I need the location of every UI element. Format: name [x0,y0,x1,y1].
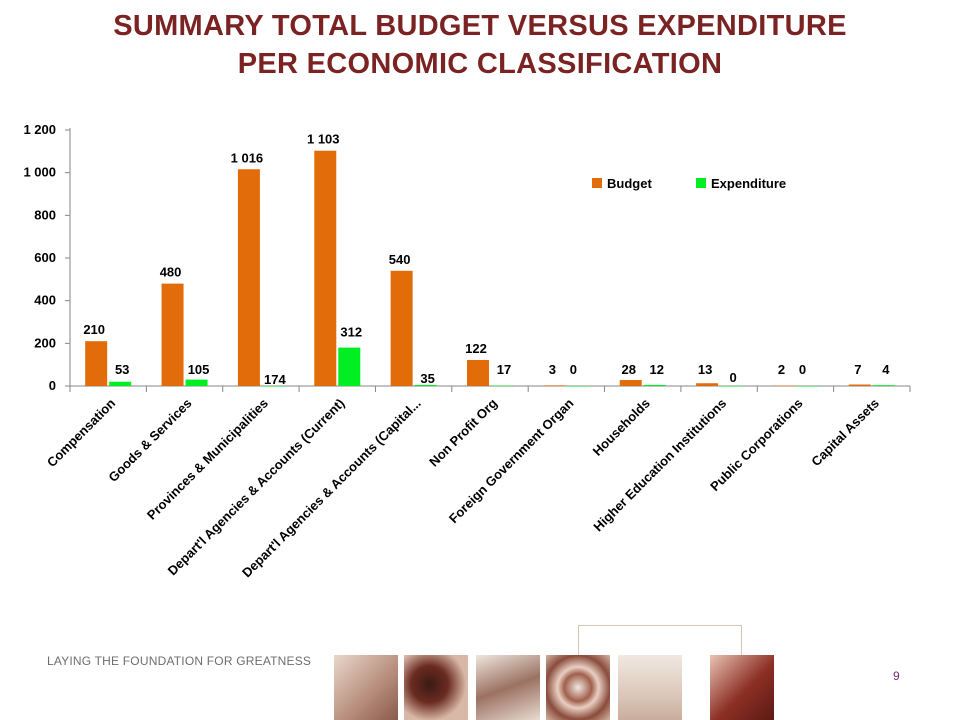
category-label: Foreign Government Organ [446,395,577,526]
data-label-budget: 2 [778,362,785,377]
data-label-expenditure: 0 [799,362,806,377]
bar-budget [161,283,184,386]
category-label: Compensation [44,395,118,469]
bar-expenditure [872,385,895,386]
data-label-budget: 3 [549,362,556,377]
category-label: Households [590,396,653,459]
bar-expenditure [567,386,590,387]
legend-label: Budget [607,176,652,191]
bar-expenditure [338,347,361,386]
footer-tagline: LAYING THE FOUNDATION FOR GREATNESS [47,654,312,668]
data-label-expenditure: 35 [420,371,434,386]
bar-expenditure [643,384,666,386]
chart-legend: Budget Expenditure [592,176,786,191]
category-label: Goods & Services [105,396,194,485]
bar-budget [390,270,413,386]
bar-budget [848,384,871,386]
data-label-expenditure: 174 [264,372,286,387]
data-label-budget: 540 [389,252,411,267]
data-label-budget: 1 016 [231,150,264,165]
bar-expenditure [261,386,284,387]
category-label: Higher Education Institutions [590,396,729,535]
bar-budget [85,341,108,386]
bar-budget [696,383,719,386]
footer-photo-beadwork [546,655,610,720]
data-label-expenditure: 312 [340,325,362,340]
footer-photo-dancers [404,655,468,720]
y-tick-label: 0 [49,378,56,393]
bar-budget [619,380,642,386]
category-label: Capital Assets [808,396,882,470]
category-label: Depart'l Agencies & Accounts (Current) [165,396,348,579]
data-label-expenditure: 12 [649,362,663,377]
bar-expenditure [185,379,208,386]
data-label-expenditure: 53 [115,362,129,377]
bar-expenditure [720,386,743,387]
chart-bars [85,150,895,387]
slide-title-line-2: PER ECONOMIC CLASSIFICATION [237,48,723,80]
data-label-budget: 13 [698,362,712,377]
category-label: Depart'l Agencies & Accounts (Capital... [239,396,424,581]
footer-photo-ballet [618,655,682,720]
legend-swatch [696,178,706,188]
legend-swatch [592,178,602,188]
data-label-budget: 7 [854,362,861,377]
y-tick-label: 200 [34,335,56,350]
data-label-expenditure: 105 [188,362,210,377]
bar-expenditure [491,385,513,387]
data-label-expenditure: 17 [497,362,511,377]
bar-budget [314,150,337,386]
y-tick-label: 600 [34,250,56,265]
slide-title-line-1: SUMMARY TOTAL BUDGET VERSUS EXPENDITURE [113,10,847,42]
page-number: 9 [893,669,900,683]
bar-budget [772,385,795,387]
data-label-budget: 480 [160,265,182,280]
bar-expenditure [414,384,437,386]
data-label-expenditure: 0 [570,362,577,377]
y-tick-label: 400 [34,293,56,308]
bar-expenditure [796,386,819,387]
bar-expenditure [109,381,132,386]
category-label: Non Profit Org [426,395,500,469]
footer-photo-film [476,655,540,720]
y-tick-label: 1 200 [23,122,56,137]
data-label-budget: 210 [83,322,105,337]
bar-budget [237,169,260,386]
footer-photo-saxophone [710,655,774,720]
bar-budget [467,359,489,386]
category-label: Provinces & Municipalities [144,396,271,523]
data-label-budget: 28 [621,362,635,377]
data-label-expenditure: 4 [882,362,890,377]
legend-label: Expenditure [711,176,786,191]
y-tick-label: 1 000 [23,165,56,180]
bar-budget [543,385,566,386]
footer-photo-hands [334,655,398,720]
data-label-budget: 1 103 [307,132,340,147]
y-tick-label: 800 [34,207,56,222]
data-label-budget: 122 [465,341,487,356]
data-label-expenditure: 0 [729,370,736,385]
